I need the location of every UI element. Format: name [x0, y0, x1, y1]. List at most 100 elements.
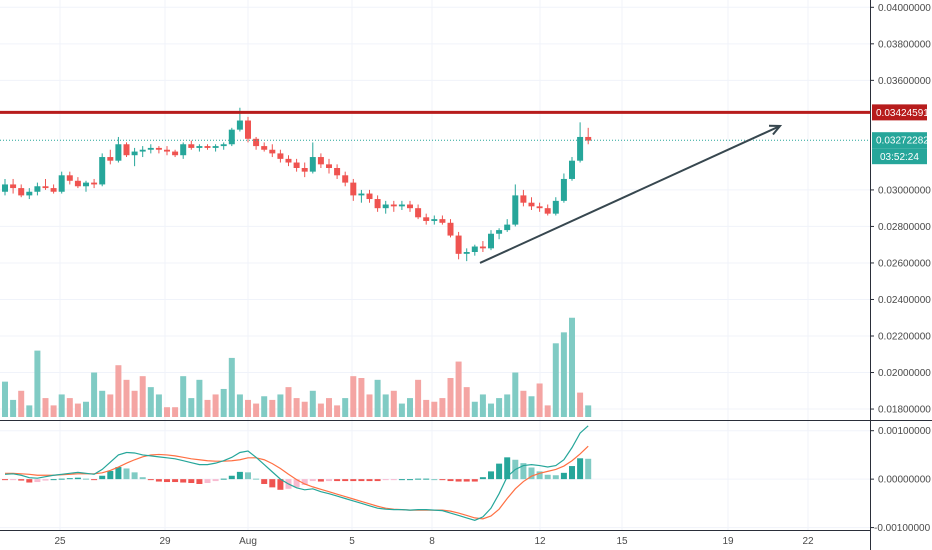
trend-arrow-head [768, 124, 783, 136]
volume-bar [585, 405, 592, 417]
countdown-tag: 03:52:24 [880, 152, 919, 163]
macd-histogram-bar [18, 479, 25, 481]
last-price-tag-bg [872, 132, 927, 149]
candle-body [512, 195, 519, 225]
volume-bar [471, 401, 478, 417]
x-tick-label: 15 [616, 536, 628, 547]
candle-body [228, 129, 235, 145]
candle-body [220, 144, 227, 147]
macd-signal-line [5, 445, 589, 520]
y-tick-label: 0.02600000 [878, 258, 931, 269]
volume-bar [277, 394, 284, 417]
volume-bar [463, 387, 470, 417]
x-tick-label: 8 [429, 536, 435, 547]
macd-histogram-bar [228, 475, 235, 480]
candle-body [552, 200, 559, 214]
candle-body [107, 157, 114, 161]
volume-bar [301, 401, 308, 417]
candle-body [58, 175, 65, 192]
volume-bar [496, 398, 503, 417]
candle-body [172, 151, 179, 156]
macd-histogram-bar [374, 479, 381, 482]
macd-histogram-bar [253, 478, 260, 480]
candle-body [382, 204, 389, 209]
macd-histogram-bar [447, 479, 454, 482]
macd-histogram-bar [577, 458, 584, 480]
macd-histogram-bar [10, 479, 17, 481]
candle-body [398, 204, 405, 207]
candle-body [180, 144, 187, 156]
macd-histogram-bar [455, 479, 462, 482]
candle-body [42, 186, 49, 189]
macd-histogram-bar [350, 479, 357, 482]
volume-bar [560, 332, 567, 417]
macd-histogram-bar [26, 479, 33, 483]
macd-pane [2, 425, 592, 521]
volume-bar [123, 379, 130, 417]
candle-body [83, 182, 89, 187]
volume-bar [66, 398, 73, 417]
macd-histogram-bar [58, 478, 65, 480]
macd-histogram-bar [220, 478, 227, 480]
macd-histogram-bar [585, 458, 592, 480]
volume-bar [423, 399, 430, 417]
candle-body [34, 186, 41, 192]
candle-body [358, 193, 365, 196]
candle-body [91, 182, 98, 185]
candle-body [520, 195, 527, 203]
candle-body [196, 146, 203, 148]
volume-bar [204, 399, 211, 417]
macd-histogram-bar [139, 477, 146, 480]
macd-histogram-bar [463, 479, 470, 482]
candle-body [447, 222, 454, 236]
volume-bar [455, 361, 462, 417]
volume-bar [139, 376, 146, 417]
y-tick-label: 0.02000000 [878, 368, 931, 379]
macd-y-tick-label: 0.00100000 [878, 426, 931, 437]
volume-bar [431, 401, 438, 417]
volume-bar [512, 372, 519, 417]
volume-bar [317, 403, 324, 417]
macd-histogram-bar [155, 479, 162, 482]
macd-histogram-bar [180, 479, 187, 483]
macd-histogram-bar [552, 475, 559, 480]
price-tags: 0.03424591 0.03272282 03:52:24 [872, 104, 929, 165]
macd-histogram-bar [107, 470, 114, 480]
volume-bar [326, 398, 332, 417]
candle-body [301, 168, 308, 172]
candle-body [164, 149, 170, 152]
candle-body [123, 144, 130, 156]
x-tick-label: 25 [54, 536, 66, 547]
macd-histogram-bar [42, 479, 49, 481]
volume-bar [26, 405, 33, 417]
volume-bar [34, 350, 41, 417]
volume-bar [42, 398, 49, 417]
candle-body [253, 138, 260, 147]
macd-histogram-bar [204, 479, 211, 484]
volume-bar [83, 401, 89, 417]
volume-bar [439, 398, 446, 417]
macd-histogram-bar [261, 479, 268, 484]
candle-body [155, 147, 162, 150]
candle-body [342, 175, 349, 183]
candle-body [74, 180, 81, 187]
macd-histogram-bar [277, 479, 284, 490]
volume-bar [115, 365, 122, 417]
candle-body [277, 153, 284, 159]
volume-bar [269, 399, 276, 417]
candle-body [293, 162, 300, 168]
macd-histogram-bar [212, 479, 219, 482]
volume-bar [520, 390, 527, 417]
volume-bar [536, 383, 543, 417]
x-tick-label: 12 [534, 536, 546, 547]
trend-arrow-line [479, 125, 781, 264]
macd-histogram-bar [504, 457, 511, 480]
x-tick-label: 22 [802, 536, 814, 547]
resistance-price-tag-bg [872, 104, 927, 121]
volume-bar [285, 387, 292, 417]
macd-histogram-bar [382, 479, 389, 481]
y-tick-label: 0.03000000 [878, 185, 931, 196]
volume-bar [374, 379, 381, 417]
grid [0, 0, 870, 530]
